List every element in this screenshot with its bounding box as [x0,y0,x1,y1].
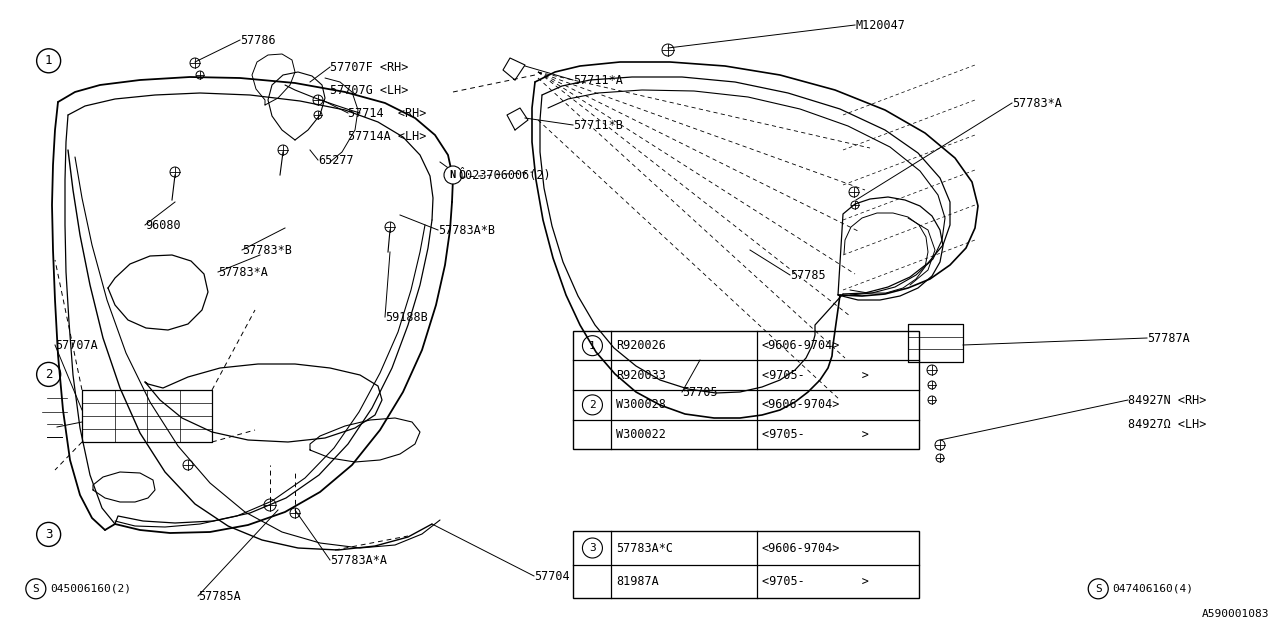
Text: 3: 3 [45,528,52,541]
Text: 96080: 96080 [145,218,180,232]
Text: 2: 2 [45,368,52,381]
Text: S: S [1094,584,1102,594]
Text: S: S [32,584,40,594]
Text: <9606-9704>: <9606-9704> [762,541,840,554]
Text: 57707F <RH>: 57707F <RH> [330,61,408,74]
Text: 3: 3 [589,543,595,553]
Text: 57707A: 57707A [55,339,97,351]
Text: 57785: 57785 [790,269,826,282]
Text: 045006160(2): 045006160(2) [50,584,131,594]
Text: 57714  <RH>: 57714 <RH> [348,106,426,120]
Text: 57783*A: 57783*A [218,266,268,278]
Text: <9606-9704>: <9606-9704> [762,398,840,412]
Text: Ô023706006(2): Ô023706006(2) [458,168,550,182]
Text: 59188B: 59188B [385,310,428,323]
Text: R920026: R920026 [617,339,667,352]
Circle shape [444,166,462,184]
Text: 84927N <RH>: 84927N <RH> [1128,394,1206,406]
Text: 65277: 65277 [317,154,353,166]
Text: 57705: 57705 [682,385,718,399]
Text: 57707G <LH>: 57707G <LH> [330,83,408,97]
Text: M120047: M120047 [855,19,905,31]
Text: W300022: W300022 [617,428,667,441]
Text: 57704: 57704 [534,570,570,582]
Bar [573,331,919,449]
Text: <9606-9704>: <9606-9704> [762,339,840,352]
Text: 57783*B: 57783*B [242,243,292,257]
Text: 57787A: 57787A [1147,332,1189,344]
Text: 57783A*B: 57783A*B [438,223,495,237]
Text: 57711*A: 57711*A [573,74,623,86]
Text: <9705-        >: <9705- > [762,575,868,588]
Bar [573,531,919,598]
Text: A590001083: A590001083 [1202,609,1270,620]
Text: 047406160(4): 047406160(4) [1112,584,1193,594]
Text: W300028: W300028 [617,398,667,412]
Text: 57714A <LH>: 57714A <LH> [348,129,426,143]
Text: N: N [449,170,456,180]
Text: 81987A: 81987A [617,575,659,588]
Text: 57783A*C: 57783A*C [617,541,673,554]
Text: 57711*B: 57711*B [573,118,623,131]
Text: R920033: R920033 [617,369,667,382]
Text: 84927Ω <LH>: 84927Ω <LH> [1128,419,1206,431]
Text: <9705-        >: <9705- > [762,369,868,382]
Text: <9705-        >: <9705- > [762,428,868,441]
Text: 2: 2 [589,400,595,410]
Text: 57785A: 57785A [198,589,241,602]
Text: 1: 1 [589,340,595,351]
Text: 57786: 57786 [241,33,275,47]
Text: 57783*A: 57783*A [1012,97,1062,109]
Text: 1: 1 [45,54,52,67]
Text: 57783A*A: 57783A*A [330,554,387,566]
